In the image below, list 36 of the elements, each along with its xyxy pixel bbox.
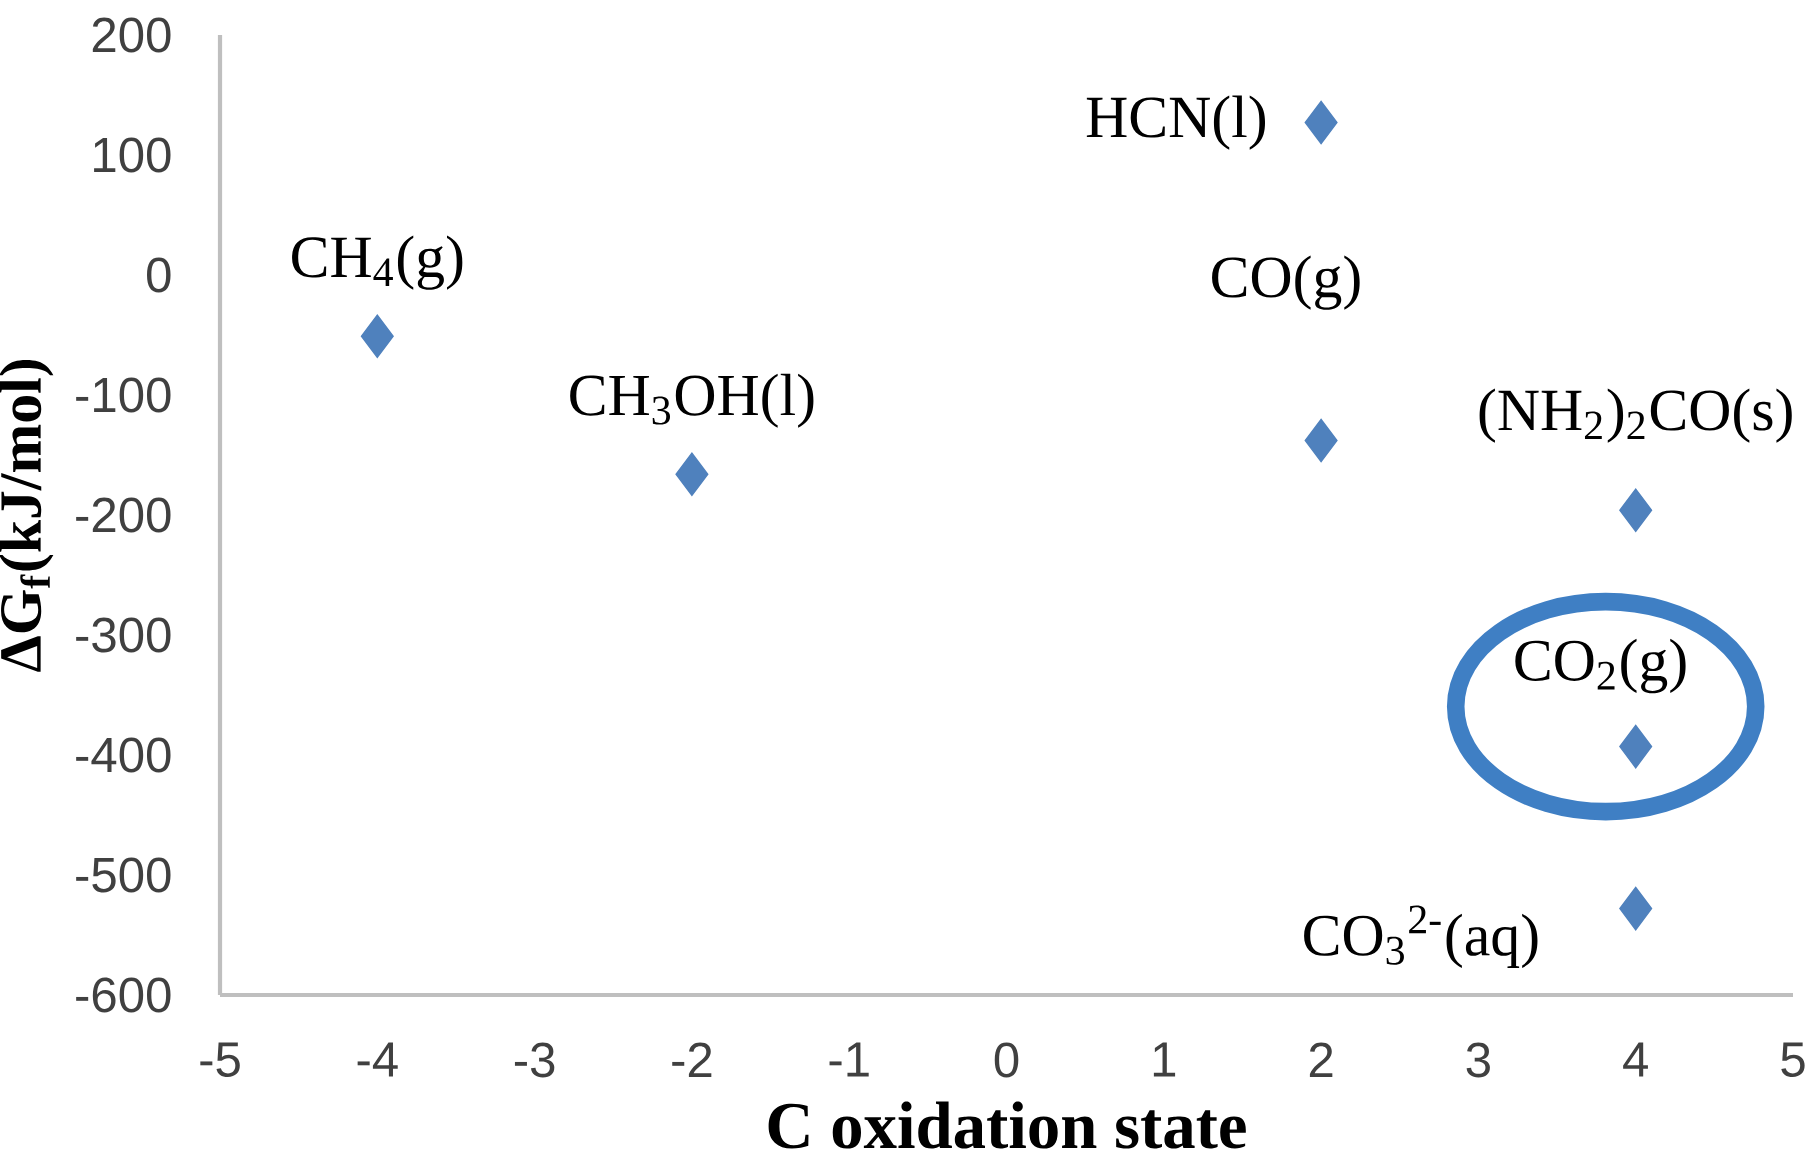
x-tick-label: -4 (357, 1042, 398, 1077)
point (1619, 724, 1653, 769)
annotation: HCN(l) (1086, 95, 1266, 150)
y-tick-label: -300 (76, 617, 171, 653)
x-axis-title: C oxidation state (768, 1101, 1246, 1149)
x-tick-label: 2 (1309, 1042, 1333, 1077)
x-tick-label: -3 (514, 1042, 555, 1078)
annotation: (NH$_{2}$)$_{2}$CO(s) (1479, 388, 1792, 443)
x-tick-label: 1 (1153, 1042, 1176, 1077)
x-tick-label: 4 (1623, 1042, 1648, 1077)
x-tick-label: 3 (1466, 1042, 1490, 1078)
x-tick-label: 0 (994, 1042, 1019, 1078)
point (1304, 100, 1338, 145)
y-tick-label: -100 (76, 377, 171, 413)
annotation: CH$_{4}$(g) (292, 235, 463, 290)
annotation: CH$_{3}$OH(l) (570, 373, 814, 428)
x-tick-label: 5 (1781, 1042, 1805, 1077)
point (1619, 488, 1653, 533)
annotation: CO$_{2}$(g) (1515, 638, 1686, 694)
y-tick-label: -400 (76, 737, 171, 773)
x-tick-label: -2 (672, 1042, 712, 1077)
y-tick-label: 200 (92, 17, 171, 53)
y-tick-label: 0 (147, 257, 171, 293)
y-tick-label: -600 (76, 977, 171, 1013)
y-tick-label: 100 (94, 137, 171, 173)
x-tick-label: -5 (200, 1042, 240, 1077)
point (1304, 418, 1338, 463)
annotation: CO(g) (1212, 255, 1360, 310)
point (1619, 886, 1653, 931)
y-tick-label: -200 (76, 497, 171, 533)
point (675, 452, 709, 497)
y-axis-title: ΔG$_{f}$(kJ/mol) (0, 359, 54, 672)
annotation: CO$_{3}$$^{2-}$(aq) (1304, 905, 1538, 968)
x-tick-label: -1 (829, 1042, 869, 1077)
point (360, 314, 394, 359)
y-tick-label: -500 (76, 857, 171, 893)
